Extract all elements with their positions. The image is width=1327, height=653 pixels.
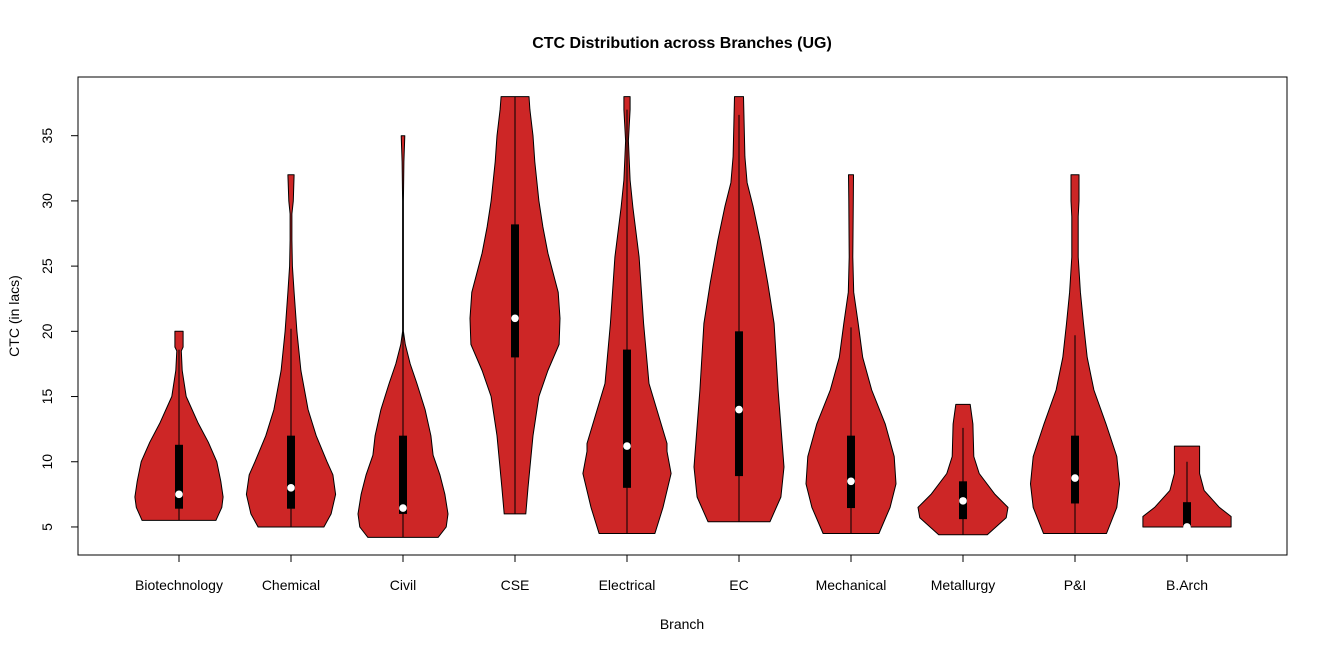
x-tick-label: CSE [501, 577, 530, 593]
median-point [511, 314, 519, 323]
median-point [399, 504, 407, 512]
y-tick-label: 10 [39, 454, 55, 470]
violin-ec [693, 96, 785, 523]
x-tick-label: Mechanical [816, 577, 887, 593]
chart-title: CTC Distribution across Branches (UG) [532, 35, 832, 52]
median-point [287, 484, 295, 492]
y-tick-label: 20 [39, 323, 55, 339]
iqr-box [175, 444, 183, 509]
y-axis: 5 10 15 20 25 30 35 [39, 128, 79, 531]
x-tick-label: B.Arch [1166, 577, 1208, 593]
x-axis: Biotechnology Chemical Civil CSE Electrical E… [135, 554, 1208, 593]
x-tick-label: Civil [390, 577, 416, 593]
median-point [735, 405, 743, 414]
violin-biotechnology [134, 330, 224, 521]
violin-mechanical [805, 174, 897, 534]
x-tick-label: P&I [1064, 577, 1087, 593]
violin-pi [1030, 174, 1120, 534]
violin-cse [469, 96, 561, 515]
y-axis-label: CTC (in lacs) [6, 275, 22, 357]
x-tick-label: Chemical [262, 577, 320, 593]
violin-barch [1142, 445, 1232, 531]
median-point [1071, 474, 1079, 482]
x-tick-label: Biotechnology [135, 577, 223, 593]
median-point [175, 490, 183, 499]
violin-chemical [245, 174, 337, 528]
x-tick-label: Electrical [599, 577, 656, 593]
iqr-box [287, 435, 295, 509]
iqr-box [735, 331, 743, 477]
violins [134, 96, 1232, 538]
iqr-box [847, 435, 855, 509]
y-tick-label: 15 [39, 389, 55, 405]
median-point [623, 442, 631, 450]
iqr-box [623, 349, 631, 488]
x-tick-label: EC [729, 577, 748, 593]
iqr-box [1071, 435, 1079, 504]
violin-civil [357, 135, 449, 538]
median-point [959, 497, 967, 505]
iqr-box [511, 224, 519, 358]
violin-electrical [582, 96, 672, 534]
x-axis-label: Branch [660, 616, 704, 632]
iqr-box [399, 435, 407, 514]
median-point [847, 477, 855, 486]
x-tick-label: Metallurgy [931, 577, 996, 593]
violin-metallurgy [917, 403, 1009, 536]
y-tick-label: 5 [39, 523, 55, 531]
median-point [1183, 523, 1191, 531]
iqr-box [1183, 502, 1191, 527]
y-tick-label: 30 [39, 193, 55, 209]
y-tick-label: 25 [39, 258, 55, 274]
y-tick-label: 35 [39, 128, 55, 144]
